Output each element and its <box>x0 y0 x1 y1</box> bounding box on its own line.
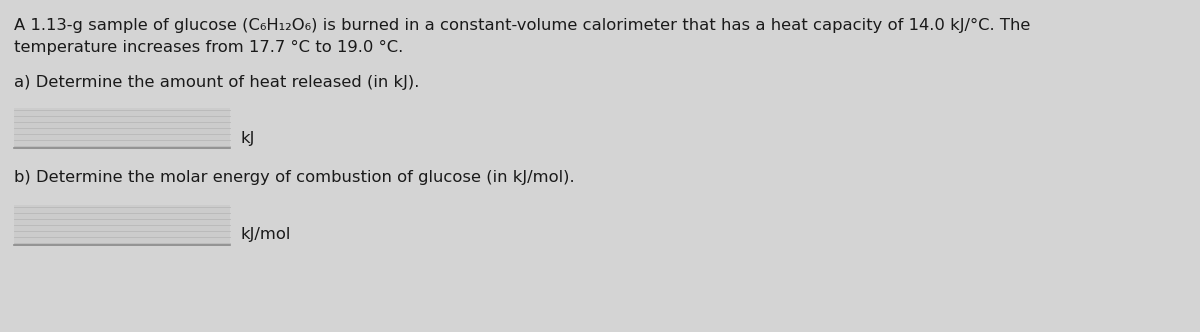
Text: a) Determine the amount of heat released (in kJ).: a) Determine the amount of heat released… <box>14 75 419 90</box>
Text: kJ: kJ <box>240 130 254 145</box>
FancyBboxPatch shape <box>14 108 230 146</box>
Text: A 1.13-g sample of glucose (C₆H₁₂O₆) is burned in a constant-volume calorimeter : A 1.13-g sample of glucose (C₆H₁₂O₆) is … <box>14 18 1031 33</box>
Text: temperature increases from 17.7 °C to 19.0 °C.: temperature increases from 17.7 °C to 19… <box>14 40 403 55</box>
Text: b) Determine the molar energy of combustion of glucose (in kJ/mol).: b) Determine the molar energy of combust… <box>14 170 575 185</box>
FancyBboxPatch shape <box>14 205 230 243</box>
Text: kJ/mol: kJ/mol <box>240 227 290 242</box>
